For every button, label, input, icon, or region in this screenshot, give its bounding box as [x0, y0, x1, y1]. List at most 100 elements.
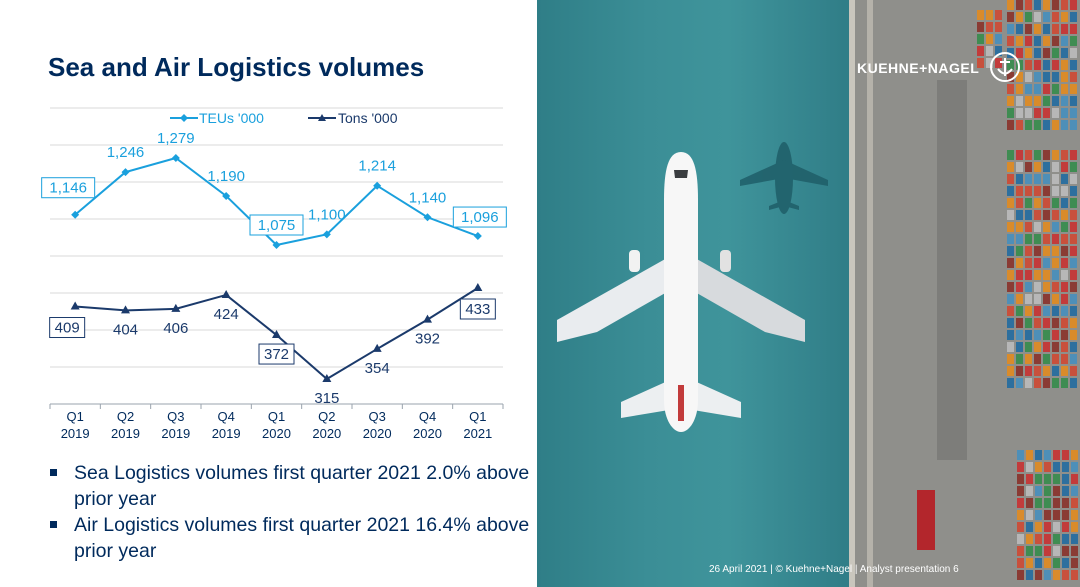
shipping-container: [1034, 246, 1041, 256]
shipping-container: [1062, 462, 1069, 472]
shipping-container: [1017, 474, 1024, 484]
bullet-list: Sea Logistics volumes first quarter 2021…: [50, 460, 530, 564]
shipping-container: [1016, 282, 1023, 292]
shipping-container: [1034, 162, 1041, 172]
shipping-container: [1043, 108, 1050, 118]
x-tick-label-year: 2020: [363, 426, 392, 441]
shipping-container: [1070, 198, 1077, 208]
shipping-container: [1070, 294, 1077, 304]
shipping-container: [1034, 186, 1041, 196]
shipping-container: [1052, 198, 1059, 208]
shipping-container: [1061, 270, 1068, 280]
shipping-container: [1071, 558, 1078, 568]
shipping-container: [1025, 0, 1032, 10]
shipping-container: [1061, 198, 1068, 208]
shipping-container: [1052, 186, 1059, 196]
shipping-container: [995, 58, 1002, 68]
shipping-container: [1062, 486, 1069, 496]
shipping-container: [1061, 330, 1068, 340]
shipping-container: [1052, 282, 1059, 292]
shipping-container: [1052, 96, 1059, 106]
shipping-container: [1016, 84, 1023, 94]
shipping-container: [1034, 36, 1041, 46]
shipping-container: [1025, 330, 1032, 340]
shipping-container: [1026, 462, 1033, 472]
shipping-container: [1052, 354, 1059, 364]
shipping-container: [1070, 120, 1077, 130]
shipping-container: [1016, 246, 1023, 256]
shipping-container: [1053, 450, 1060, 460]
shipping-container: [1052, 0, 1059, 10]
shipping-container: [1034, 0, 1041, 10]
shipping-container: [1061, 120, 1068, 130]
shipping-container: [1052, 48, 1059, 58]
shipping-container: [1071, 570, 1078, 580]
shipping-container: [1017, 546, 1024, 556]
shipping-container: [1025, 210, 1032, 220]
shipping-container: [1061, 366, 1068, 376]
shipping-container: [1053, 546, 1060, 556]
shipping-container: [1062, 570, 1069, 580]
shipping-container: [1016, 24, 1023, 34]
shipping-container: [1034, 258, 1041, 268]
shipping-container: [1034, 60, 1041, 70]
x-tick-label-quarter: Q2: [117, 409, 134, 424]
shipping-container: [1070, 48, 1077, 58]
shipping-container: [1007, 198, 1014, 208]
shipping-container: [1070, 330, 1077, 340]
tons-point: [171, 303, 181, 312]
shipping-container: [1007, 150, 1014, 160]
shipping-container: [1052, 36, 1059, 46]
shipping-container: [1070, 174, 1077, 184]
shipping-container: [1043, 210, 1050, 220]
shipping-container: [1061, 0, 1068, 10]
teus-point: [473, 232, 482, 241]
tons-data-label: 424: [214, 306, 239, 323]
shipping-container: [1070, 318, 1077, 328]
shipping-container: [1043, 342, 1050, 352]
shipping-container: [977, 34, 984, 44]
bullet-sea: Sea Logistics volumes first quarter 2021…: [50, 460, 530, 512]
data-label-box: [452, 206, 507, 228]
shipping-container: [1025, 186, 1032, 196]
shipping-container: [1016, 162, 1023, 172]
quay-lane: [937, 80, 967, 460]
shipping-container: [1043, 12, 1050, 22]
shipping-container: [1025, 12, 1032, 22]
shipping-container: [1025, 378, 1032, 388]
shipping-container: [1017, 450, 1024, 460]
shipping-container: [1034, 210, 1041, 220]
shipping-container: [1043, 174, 1050, 184]
shipping-container: [995, 46, 1002, 56]
shipping-container: [1025, 306, 1032, 316]
shipping-container: [1052, 222, 1059, 232]
shipping-container: [1025, 318, 1032, 328]
shipping-container: [1016, 366, 1023, 376]
shipping-container: [1035, 498, 1042, 508]
shipping-container: [1052, 330, 1059, 340]
shipping-container: [1034, 150, 1041, 160]
shipping-container: [1025, 162, 1032, 172]
shipping-container: [1070, 282, 1077, 292]
shipping-container: [1025, 120, 1032, 130]
volumes-chart: TEUs '000 Tons '000 1,146 1,246 1,279 1,190…: [41, 107, 507, 441]
teus-point: [121, 168, 130, 177]
shipping-container: [1017, 570, 1024, 580]
shipping-container: [1016, 108, 1023, 118]
tons-point: [322, 374, 332, 382]
shipping-container: [1034, 354, 1041, 364]
shipping-container: [1070, 108, 1077, 118]
x-tick-label-quarter: Q2: [318, 409, 335, 424]
teus-point: [373, 181, 382, 190]
shipping-container: [1043, 234, 1050, 244]
shipping-container: [1052, 270, 1059, 280]
shipping-container: [1025, 36, 1032, 46]
shipping-container: [1007, 162, 1014, 172]
shipping-container: [1043, 60, 1050, 70]
container-stacks: [977, 0, 1078, 580]
tons-data-label: 372: [264, 346, 289, 363]
shipping-container: [1044, 558, 1051, 568]
shipping-container: [1062, 522, 1069, 532]
shipping-container: [1016, 378, 1023, 388]
x-tick-label-year: 2020: [262, 426, 291, 441]
